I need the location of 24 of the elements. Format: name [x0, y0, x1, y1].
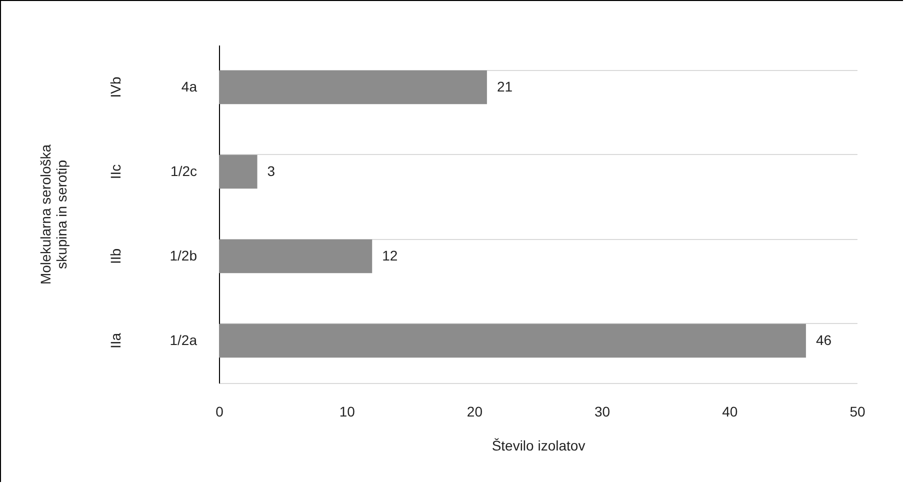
x-tick-label: 0 [216, 404, 224, 420]
y-tick-label: IIc [108, 164, 124, 180]
x-tick-label: 20 [466, 404, 483, 420]
text: 1/2b [170, 247, 198, 264]
y-axis-title: Molekularna serološka skupina in serotip [38, 144, 70, 285]
text: 4a [181, 78, 198, 94]
data-label: 46 [816, 332, 832, 348]
text: 1/2a [170, 332, 198, 348]
x-tick-label: 10 [339, 404, 356, 420]
bar [219, 70, 487, 104]
data-label: 12 [382, 247, 398, 264]
bar [219, 324, 806, 358]
x-axis-title: Število izolatov [492, 438, 586, 454]
data-label: 21 [496, 78, 513, 94]
x-tick-label: 30 [594, 404, 610, 420]
bar [219, 239, 372, 274]
x-tick-label: 50 [850, 404, 866, 420]
data-label: 3 [267, 162, 276, 179]
x-tick-label: 40 [722, 404, 738, 420]
text: 1/2c [170, 162, 197, 179]
y-tick-label: IIa [108, 332, 124, 349]
y-tick-label: IIb [108, 248, 124, 264]
y-tick-label: IVb [108, 76, 124, 98]
bar [219, 154, 258, 189]
